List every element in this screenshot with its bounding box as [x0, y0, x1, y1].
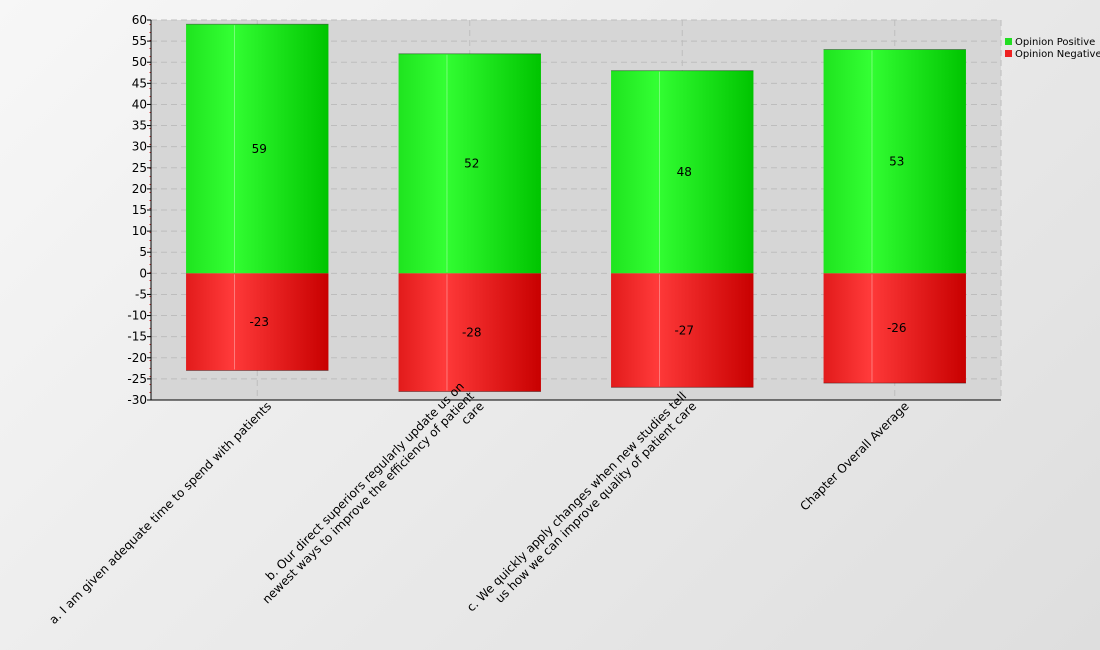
bar-negative: -27 [611, 273, 754, 388]
bar-rect [823, 273, 966, 384]
y-tick-label: -20 [127, 351, 147, 365]
bar-positive: 53 [823, 49, 966, 274]
bar-rect [186, 273, 329, 371]
data-label: -27 [674, 323, 694, 337]
category-label-line: newest ways to improve the efficiency of… [260, 389, 477, 606]
category-label-line: b. Our direct superiors regularly update… [263, 379, 467, 583]
category-label: a. I am given adequate time to spend wit… [46, 399, 274, 627]
category-label-line: us how we can improve quality of patient… [492, 399, 699, 606]
y-tick-label: 50 [132, 55, 147, 69]
bar-rect [398, 273, 541, 392]
bar-negative: -23 [186, 273, 329, 371]
bar-rect [823, 49, 966, 274]
bar-negative: -26 [823, 273, 966, 384]
legend-label: Opinion Negative [1015, 49, 1100, 60]
data-label: 59 [252, 142, 267, 156]
y-tick-label: -15 [127, 330, 147, 344]
y-tick-label: 60 [132, 13, 147, 27]
category-label: Chapter Overall Average [797, 399, 911, 513]
category-label-line: Chapter Overall Average [797, 399, 911, 513]
y-tick-label: 10 [132, 224, 147, 238]
y-tick-label: 0 [139, 266, 147, 280]
y-tick-label: 35 [132, 119, 147, 133]
legend-item: Opinion Positive [1005, 37, 1095, 48]
category-label: c. We quickly apply changes when new stu… [464, 389, 699, 614]
data-label: -26 [887, 321, 907, 335]
y-tick-label: 15 [132, 203, 147, 217]
y-tick-label: 30 [132, 140, 147, 154]
bar-positive: 59 [186, 23, 329, 274]
data-label: -23 [249, 315, 269, 329]
bar-rect [186, 24, 329, 274]
legend-label: Opinion Positive [1015, 37, 1095, 48]
bar-rect [398, 53, 541, 274]
bars: 59 -23 52 -28 48 -27 53 -26 [186, 23, 966, 393]
x-axis-categories: a. I am given adequate time to spend wit… [46, 379, 911, 627]
category-label-line: a. I am given adequate time to spend wit… [46, 399, 274, 627]
bar-positive: 48 [611, 70, 754, 274]
bar-positive: 52 [398, 53, 541, 274]
y-tick-label: 55 [132, 34, 147, 48]
category-label: b. Our direct superiors regularly update… [260, 379, 487, 606]
y-tick-label: 40 [132, 97, 147, 111]
y-tick-label: -10 [127, 309, 147, 323]
data-label: 52 [464, 157, 479, 171]
y-tick-label: 20 [132, 182, 147, 196]
bar-rect [611, 273, 754, 388]
legend-item: Opinion Negative [1005, 49, 1100, 60]
y-tick-label: 45 [132, 76, 147, 90]
bar-negative: -28 [398, 273, 541, 393]
category-label-line: c. We quickly apply changes when new stu… [464, 389, 689, 614]
bar-rect [611, 70, 754, 274]
data-label: 53 [889, 154, 904, 168]
y-tick-label: -30 [127, 393, 147, 407]
y-tick-label: -25 [127, 372, 147, 386]
data-label: 48 [677, 165, 692, 179]
y-tick-label: 25 [132, 161, 147, 175]
legend-swatch [1005, 50, 1012, 57]
y-tick-label: 5 [139, 245, 147, 259]
legend-swatch [1005, 38, 1012, 45]
y-axis-ticks: -30 -25 -20 -15 -10 -5 0 5 10 15 20 25 30 35 40 45 50 55 6… [127, 13, 151, 407]
data-label: -28 [462, 325, 482, 339]
y-tick-label: -5 [135, 287, 147, 301]
